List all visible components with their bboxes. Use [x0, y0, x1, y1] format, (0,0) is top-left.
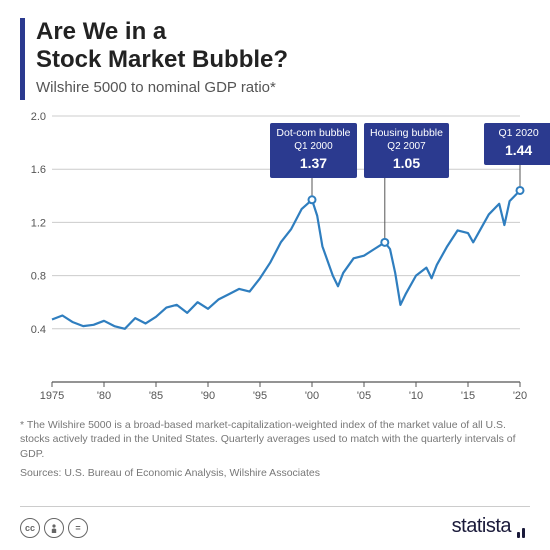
svg-text:'00: '00 — [305, 390, 319, 402]
chart-area: 0.4 0.8 1.2 1.6 2.0 1975 '80 '85 '90 '95 '00 '05 '10… — [20, 106, 530, 406]
cc-icon: cc — [20, 518, 40, 538]
svg-text:1.6: 1.6 — [31, 164, 46, 176]
sources-text: Sources: U.S. Bureau of Economic Analysi… — [20, 467, 530, 479]
annotation-box: Q1 20201.44 — [484, 123, 550, 165]
title-line-1: Are We in a — [36, 18, 166, 45]
accent-bar — [20, 18, 25, 100]
nd-icon: = — [68, 518, 88, 538]
license-badges: cc = — [20, 518, 88, 538]
svg-text:2.0: 2.0 — [31, 111, 46, 123]
svg-text:'20: '20 — [513, 390, 527, 402]
chart-container: Are We in a Stock Market Bubble? Wilshir… — [0, 0, 550, 550]
by-icon — [44, 518, 64, 538]
annotation-box: Dot-com bubbleQ1 20001.37 — [270, 123, 356, 178]
footnote-text: * The Wilshire 5000 is a broad-based mar… — [20, 418, 530, 461]
svg-text:1.2: 1.2 — [31, 218, 46, 230]
svg-text:'85: '85 — [149, 390, 163, 402]
brand-text: statista — [452, 515, 511, 538]
chart-subtitle: Wilshire 5000 to nominal GDP ratio* — [36, 79, 530, 96]
svg-text:'95: '95 — [253, 390, 267, 402]
brand-logo: statista — [452, 515, 530, 538]
header: Are We in a Stock Market Bubble? Wilshir… — [20, 18, 530, 96]
svg-text:1975: 1975 — [40, 390, 64, 402]
svg-text:0.4: 0.4 — [31, 324, 46, 336]
footer-bar: cc = statista — [20, 506, 530, 538]
svg-text:'05: '05 — [357, 390, 371, 402]
svg-text:'15: '15 — [461, 390, 475, 402]
svg-text:'80: '80 — [97, 390, 111, 402]
title-line-2: Stock Market Bubble? — [36, 46, 288, 73]
svg-text:'10: '10 — [409, 390, 423, 402]
annotation-box: Housing bubbleQ2 20071.05 — [364, 123, 449, 178]
chart-title: Are We in a Stock Market Bubble? — [36, 18, 530, 73]
svg-text:0.8: 0.8 — [31, 271, 46, 283]
svg-text:'90: '90 — [201, 390, 215, 402]
brand-bars-icon — [514, 528, 530, 538]
